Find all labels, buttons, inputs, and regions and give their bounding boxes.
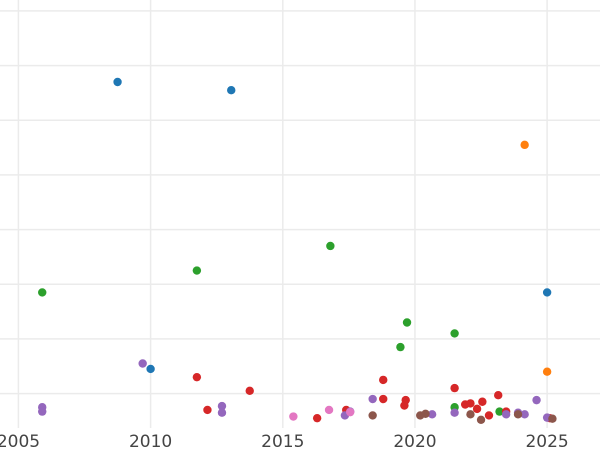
x-tick-label: 2025 xyxy=(525,432,568,450)
data-point xyxy=(368,411,377,420)
data-point xyxy=(379,375,388,385)
data-point xyxy=(113,77,122,87)
data-point xyxy=(326,241,335,251)
data-point xyxy=(324,405,334,415)
data-point xyxy=(478,397,487,406)
gridlines xyxy=(0,0,600,428)
data-point xyxy=(542,367,552,376)
data-point xyxy=(542,288,552,297)
data-point xyxy=(450,408,459,417)
data-point xyxy=(203,405,212,415)
data-point xyxy=(379,394,388,404)
data-point xyxy=(476,415,486,425)
data-point xyxy=(289,412,298,421)
data-point xyxy=(501,410,511,419)
x-tick-label: 2015 xyxy=(261,432,304,450)
data-point xyxy=(427,410,437,419)
data-point xyxy=(484,411,494,420)
data-point xyxy=(532,395,541,405)
data-point xyxy=(520,140,529,150)
data-point xyxy=(494,391,503,400)
data-point xyxy=(217,408,227,417)
data-point xyxy=(513,410,523,419)
data-point xyxy=(368,394,377,404)
data-point xyxy=(138,359,147,368)
data-point xyxy=(472,404,482,414)
data-point xyxy=(192,266,202,275)
data-point xyxy=(466,399,475,408)
data-point xyxy=(38,288,47,297)
data-point xyxy=(450,329,459,338)
data-point xyxy=(396,342,405,352)
x-tick-label: 2020 xyxy=(393,432,436,450)
data-point xyxy=(217,401,227,411)
x-tick-label: 2005 xyxy=(0,432,40,450)
data-point xyxy=(548,414,557,423)
data-point xyxy=(520,410,529,419)
data-points xyxy=(38,77,557,425)
data-point xyxy=(227,85,236,95)
data-point xyxy=(192,372,202,382)
data-point xyxy=(450,383,459,393)
data-point xyxy=(38,407,47,416)
x-tick-label: 2010 xyxy=(129,432,172,450)
data-point xyxy=(245,386,254,396)
data-point xyxy=(400,401,409,410)
data-point xyxy=(495,407,504,416)
data-point xyxy=(421,409,430,418)
data-point xyxy=(345,407,355,417)
x-axis-ticks: 2005 2010 2015 2020 2025 xyxy=(0,432,569,452)
data-point xyxy=(146,364,155,374)
data-point xyxy=(312,413,322,423)
data-point xyxy=(466,410,475,419)
data-point xyxy=(402,318,412,327)
